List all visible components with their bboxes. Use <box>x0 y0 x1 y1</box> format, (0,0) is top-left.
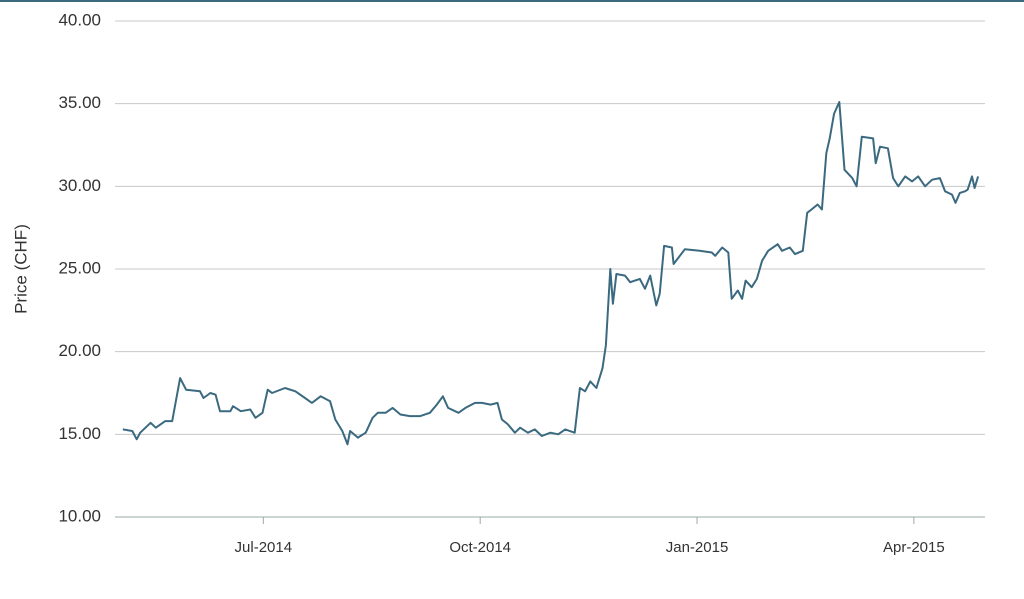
y-tick-label: 10.00 <box>58 506 101 525</box>
y-axis-label: Price (CHF) <box>11 224 30 314</box>
x-tick-label: Apr-2015 <box>883 539 945 556</box>
price-line <box>122 101 980 446</box>
x-tick-label: Jan-2015 <box>666 539 729 556</box>
y-tick-label: 35.00 <box>58 93 101 112</box>
x-tick-label: Oct-2014 <box>449 539 511 556</box>
y-tick-label: 30.00 <box>58 176 101 195</box>
y-tick-label: 40.00 <box>58 10 101 29</box>
y-tick-label: 20.00 <box>58 341 101 360</box>
x-tick-label: Jul-2014 <box>235 539 293 556</box>
y-tick-label: 15.00 <box>58 424 101 443</box>
y-tick-label: 25.00 <box>58 258 101 277</box>
